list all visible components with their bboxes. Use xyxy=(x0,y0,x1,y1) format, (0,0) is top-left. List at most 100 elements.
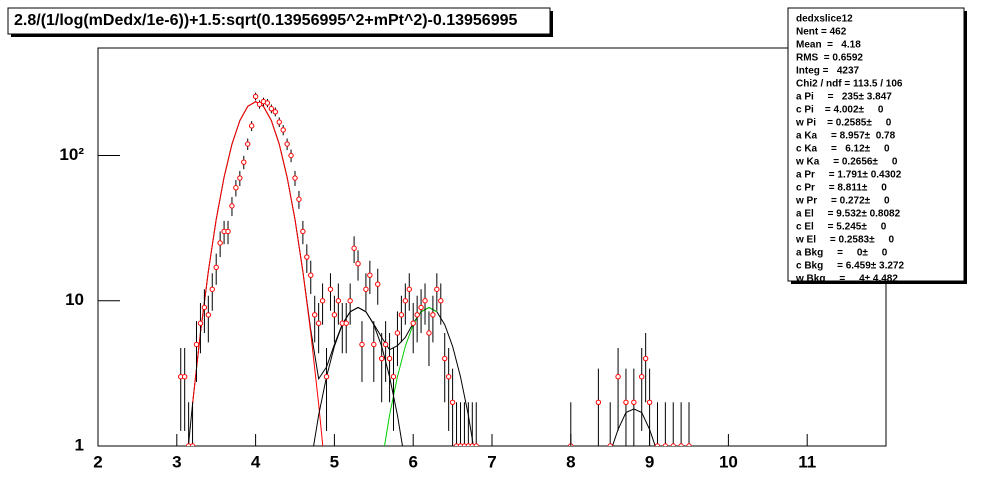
data-point xyxy=(438,298,444,304)
data-point xyxy=(631,399,637,405)
data-point xyxy=(367,272,373,278)
data-point xyxy=(623,399,629,405)
data-point xyxy=(473,443,479,446)
data-point xyxy=(189,443,196,446)
data-point xyxy=(193,341,200,348)
data-point xyxy=(410,320,416,326)
stats-line: c El = 5.245± 0 xyxy=(796,222,887,233)
stats-line: Mean = 4.18 xyxy=(796,40,861,51)
stats-line: a Bkg = 0± 0 xyxy=(796,248,888,259)
stats-line: Nent = 462 xyxy=(796,27,847,38)
data-point xyxy=(639,374,645,380)
data-point xyxy=(264,100,271,106)
data-point xyxy=(312,312,318,318)
data-point xyxy=(378,355,385,362)
data-point xyxy=(654,443,661,446)
data-point xyxy=(268,106,275,112)
stats-line: w Pi = 0.2585± 0 xyxy=(795,118,892,129)
data-point xyxy=(394,330,401,336)
data-point xyxy=(343,320,349,326)
data-point xyxy=(662,443,669,446)
stats-line: a Pi = 235± 3.847 xyxy=(796,92,892,103)
data-point xyxy=(390,374,397,380)
data-point xyxy=(359,341,365,348)
data-point xyxy=(201,304,208,311)
data-point xyxy=(304,254,310,260)
stats-line: a Ka = 8.957± 0.78 xyxy=(796,131,896,142)
stats-line: c Ka = 6.12± 0 xyxy=(796,144,890,155)
data-point xyxy=(670,443,676,446)
data-point xyxy=(197,320,204,326)
data-point xyxy=(335,298,342,304)
y-tick-label: 10² xyxy=(59,145,84,164)
data-point xyxy=(347,298,353,304)
chart-title: 2.8/(1/log(mDedx/1e-6))+1.5:sqrt(0.13956… xyxy=(14,12,518,29)
data-point xyxy=(426,330,432,336)
x-tick-label: 2 xyxy=(93,452,102,471)
data-point xyxy=(272,109,278,115)
data-point xyxy=(252,93,259,100)
data-point xyxy=(300,228,306,235)
data-point xyxy=(422,298,428,304)
stats-line: w Ka = 0.2656± 0 xyxy=(795,157,898,168)
data-point xyxy=(256,101,263,108)
data-point xyxy=(449,399,456,405)
stats-line: Integ = 4237 xyxy=(796,66,860,77)
data-point xyxy=(276,119,282,125)
data-point xyxy=(280,127,286,133)
data-point xyxy=(642,355,649,362)
data-point xyxy=(406,286,412,292)
data-point xyxy=(284,141,290,147)
data-point xyxy=(241,159,247,165)
data-point xyxy=(382,341,389,348)
stats-line: c Pr = 8.811± 0 xyxy=(796,183,887,194)
data-point xyxy=(418,304,424,311)
data-point xyxy=(237,175,243,181)
data-point xyxy=(414,312,420,318)
data-point xyxy=(595,399,602,405)
data-point xyxy=(308,272,314,278)
stats-line: RMS = 0.6592 xyxy=(796,53,863,64)
stats-box xyxy=(787,7,965,282)
data-point xyxy=(213,264,219,270)
data-point xyxy=(205,312,212,318)
x-tick-label: 11 xyxy=(798,452,816,471)
stats-line: w Pr = 0.272± 0 xyxy=(795,196,890,207)
stats-line: c Bkg = 6.459± 3.272 xyxy=(796,261,904,272)
x-tick-label: 5 xyxy=(330,452,339,471)
x-tick-label: 10 xyxy=(719,452,738,471)
stats-line: c Pi = 4.002± 0 xyxy=(796,105,884,116)
x-tick-label: 8 xyxy=(566,452,575,471)
data-point xyxy=(288,152,294,159)
y-tick-label: 10 xyxy=(65,290,84,309)
data-point xyxy=(646,399,653,405)
data-point xyxy=(351,245,357,251)
stats-line: Chi2 / ndf = 113.5 / 106 xyxy=(796,79,903,90)
data-point xyxy=(678,443,684,446)
data-point xyxy=(233,185,239,191)
data-point xyxy=(375,281,381,287)
data-point xyxy=(430,312,436,318)
data-point xyxy=(445,374,452,380)
fit-curve xyxy=(384,306,438,446)
title-box xyxy=(7,7,551,35)
data-point xyxy=(225,228,231,235)
data-point xyxy=(229,203,235,209)
data-point xyxy=(248,123,255,129)
data-point xyxy=(181,374,188,380)
x-tick-label: 9 xyxy=(645,452,654,471)
data-point xyxy=(296,196,302,202)
data-point xyxy=(355,260,361,267)
stats-title: dedxslice12 xyxy=(796,14,853,25)
x-tick-label: 6 xyxy=(408,452,417,471)
stats-line: w Bkg = 4± 4.482 xyxy=(795,274,898,285)
stats-line: a Pr = 1.791± 0.4302 xyxy=(796,170,902,181)
stats-line: w El = 0.2583± 0 xyxy=(795,235,894,246)
data-point xyxy=(209,286,215,292)
y-tick-label: 1 xyxy=(75,435,84,454)
x-tick-label: 4 xyxy=(251,452,261,471)
data-point xyxy=(607,443,613,446)
data-point xyxy=(319,298,326,304)
data-point xyxy=(245,141,251,147)
